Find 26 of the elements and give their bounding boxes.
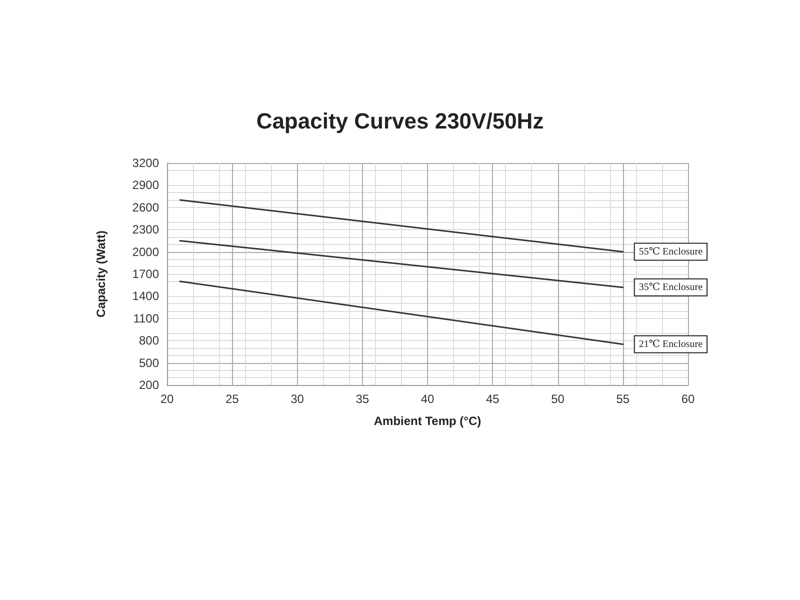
- x-tick-label: 20: [160, 392, 174, 406]
- y-tick-label: 2900: [132, 178, 160, 192]
- x-tick-label: 25: [225, 392, 240, 406]
- x-tick-label: 40: [420, 392, 434, 406]
- y-tick-label: 200: [138, 378, 160, 392]
- y-tick-label: 2600: [132, 200, 160, 214]
- x-tick-label: 50: [551, 392, 565, 406]
- y-axis-title: Capacity (Watt): [94, 230, 108, 318]
- y-tick-label: 3200: [132, 156, 160, 170]
- x-tick-label: 60: [681, 392, 695, 406]
- y-tick-label: 500: [138, 356, 160, 370]
- x-tick-label: 30: [290, 392, 304, 406]
- y-tick-label: 800: [138, 334, 160, 348]
- series-label: 55℃ Enclosure: [638, 246, 704, 258]
- y-tick-label: 2300: [132, 222, 160, 237]
- chart-title: Capacity Curves 230V/50Hz: [256, 108, 544, 134]
- x-tick-label: 55: [616, 392, 630, 406]
- x-tick-label: 35: [356, 392, 370, 406]
- x-axis-title: Ambient Temp (°C): [374, 414, 482, 428]
- y-tick-label: 2000: [132, 244, 160, 259]
- series-label: 21℃ Enclosure: [638, 338, 704, 350]
- x-tick-label: 45: [486, 392, 500, 406]
- series-label: 35℃ Enclosure: [638, 282, 704, 293]
- y-tick-label: 1700: [132, 267, 160, 281]
- y-tick-label: 1400: [132, 289, 160, 304]
- y-tick-label: 1100: [133, 311, 160, 326]
